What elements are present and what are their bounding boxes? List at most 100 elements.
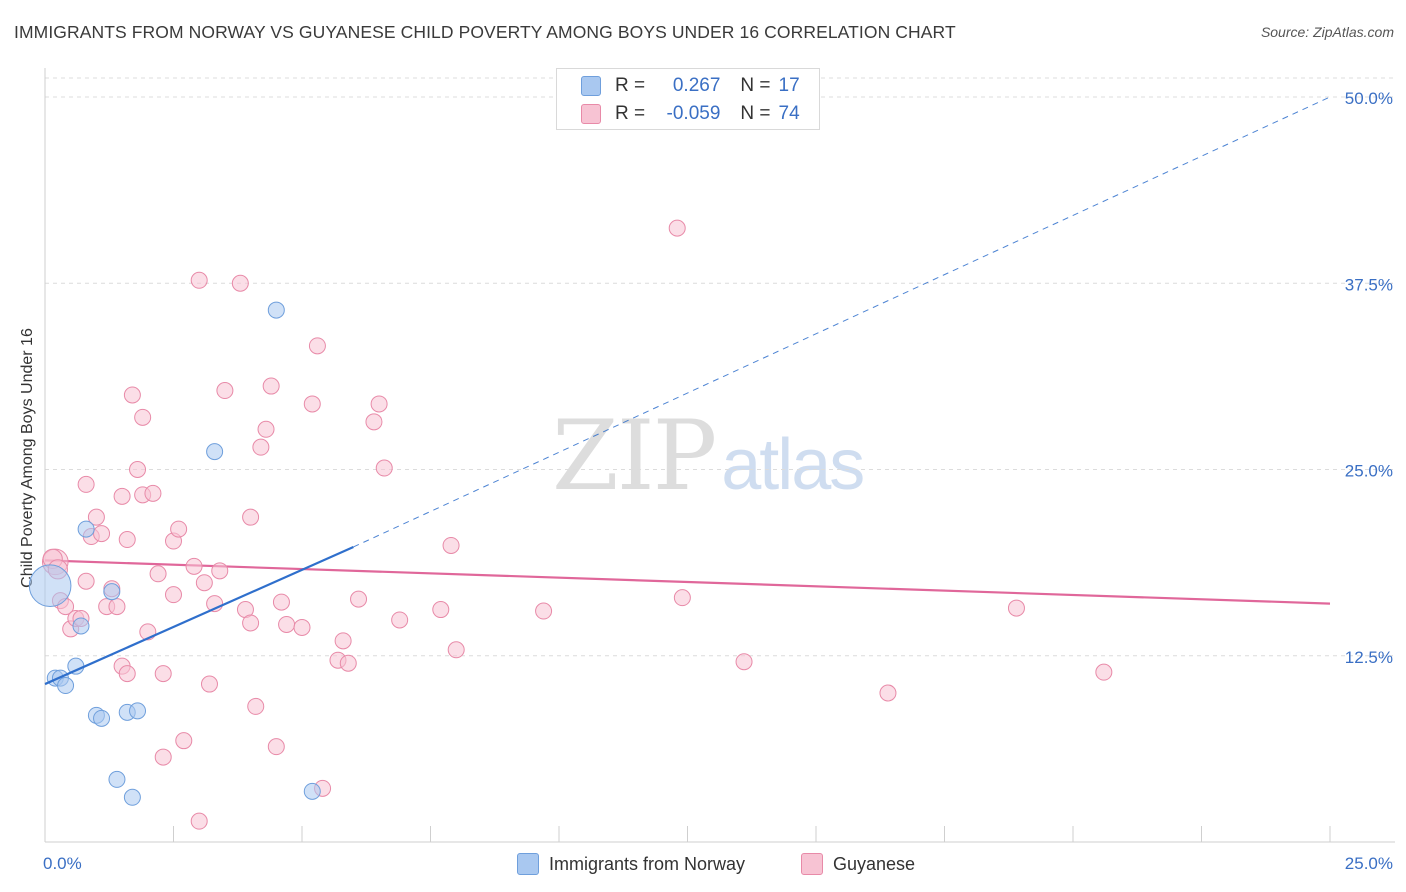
legend-row-guyanese: R = -0.059 N = 74 (581, 102, 800, 126)
guyanese-point (278, 615, 296, 633)
guyanese-point (211, 562, 229, 580)
guyanese-point (267, 738, 285, 756)
guyanese-point (87, 508, 105, 526)
guyanese-point (247, 697, 265, 715)
guyanese-point (129, 461, 147, 478)
stats-legend: R = 0.267 N = 17 R = -0.059 N = 74 (556, 68, 820, 130)
legend-r-label: R = (615, 75, 646, 96)
guyanese-point (175, 732, 193, 750)
guyanese-point (134, 408, 152, 426)
guyanese-point (149, 565, 167, 583)
guyanese-point (118, 665, 136, 683)
norway-point (72, 617, 90, 635)
tick-labels: 12.5% 25.0% 37.5% 50.0% 0.0% 25.0% (43, 89, 1393, 873)
norway-point (77, 520, 95, 538)
guyanese-point (442, 536, 460, 554)
guyanese-point (447, 641, 465, 659)
bottom-legend-norway: Immigrants from Norway (517, 851, 745, 877)
y-tick-label: 25.0% (1345, 462, 1393, 481)
bottom-legend-label-guyanese: Guyanese (833, 853, 916, 874)
guyanese-point (195, 574, 213, 592)
bottom-legend-guyanese: Guyanese (801, 851, 915, 877)
norway-trend-extension (353, 96, 1331, 548)
y-tick-label: 37.5% (1345, 275, 1393, 294)
legend-r-label: R = (615, 103, 646, 124)
guyanese-point (77, 475, 95, 493)
guyanese-point (216, 382, 234, 400)
guyanese-trend-line (44, 559, 1331, 605)
guyanese-point (242, 614, 260, 632)
y-tick-label: 12.5% (1345, 648, 1393, 667)
guyanese-point (154, 665, 172, 683)
guyanese-point (154, 748, 172, 766)
guyanese-point (339, 654, 357, 672)
norway-point (129, 702, 147, 720)
guyanese-point (93, 525, 111, 543)
y-tick-label: 50.0% (1345, 89, 1393, 108)
guyanese-point (190, 271, 208, 289)
legend-r-value: -0.059 (666, 103, 721, 124)
guyanese-point (432, 601, 450, 619)
guyanese-point (190, 812, 208, 830)
source-credit: Source: ZipAtlas.com (1260, 24, 1394, 40)
guyanese-point (165, 586, 182, 604)
norway-point (267, 301, 285, 319)
legend-n-value: 74 (778, 103, 800, 124)
guyanese-point (252, 438, 270, 456)
bottom-legend-swatch-norway (517, 853, 539, 875)
norway-trend-line (44, 545, 354, 686)
guyanese-point (370, 395, 388, 413)
guyanese-point (735, 653, 753, 671)
guyanese-point (257, 420, 275, 438)
guyanese-point (879, 684, 897, 702)
norway-point (57, 677, 75, 695)
guyanese-point (113, 487, 131, 505)
guyanese-point (123, 386, 141, 404)
guyanese-point (272, 593, 290, 611)
norway-point (303, 782, 321, 800)
legend-row-norway: R = 0.267 N = 17 (581, 74, 800, 98)
norway-point (103, 583, 121, 601)
guyanese-point (108, 598, 126, 616)
guyanese-point (77, 572, 95, 590)
legend-swatch-norway (581, 76, 601, 96)
guyanese-point (308, 337, 326, 355)
grid (45, 77, 1395, 657)
guyanese-point (365, 413, 383, 431)
trend-lines (44, 96, 1331, 605)
guyanese-point (144, 484, 162, 502)
guyanese-point (1095, 663, 1113, 681)
legend-n-label: N = (740, 103, 771, 124)
guyanese-point (673, 589, 691, 607)
norway-point (108, 770, 126, 788)
chart-title: IMMIGRANTS FROM NORWAY VS GUYANESE CHILD… (14, 22, 956, 42)
guyanese-point (334, 632, 352, 650)
norway-point (123, 788, 141, 806)
legend-r-value: 0.267 (672, 75, 721, 96)
guyanese-point (303, 395, 321, 413)
guyanese-point (118, 531, 136, 549)
guyanese-point (262, 377, 280, 395)
guyanese-point (391, 611, 409, 629)
norway-point (28, 564, 72, 608)
guyanese-point (242, 508, 260, 526)
guyanese-point (535, 602, 553, 620)
x-tick-label: 25.0% (1345, 854, 1393, 873)
data-points (28, 219, 1113, 830)
guyanese-point (170, 520, 188, 538)
norway-point (93, 709, 111, 727)
bottom-legend-swatch-guyanese (801, 853, 823, 875)
guyanese-point (668, 219, 686, 237)
guyanese-point (200, 675, 218, 693)
legend-n-value: 17 (778, 75, 800, 96)
guyanese-point (231, 274, 249, 292)
bottom-legend-label-norway: Immigrants from Norway (549, 853, 746, 874)
axes (44, 68, 1395, 843)
guyanese-point (1007, 599, 1025, 617)
guyanese-point (293, 618, 311, 636)
legend-swatch-guyanese (581, 104, 601, 124)
legend-n-label: N = (740, 75, 771, 96)
guyanese-point (350, 590, 368, 608)
guyanese-point (185, 557, 203, 575)
